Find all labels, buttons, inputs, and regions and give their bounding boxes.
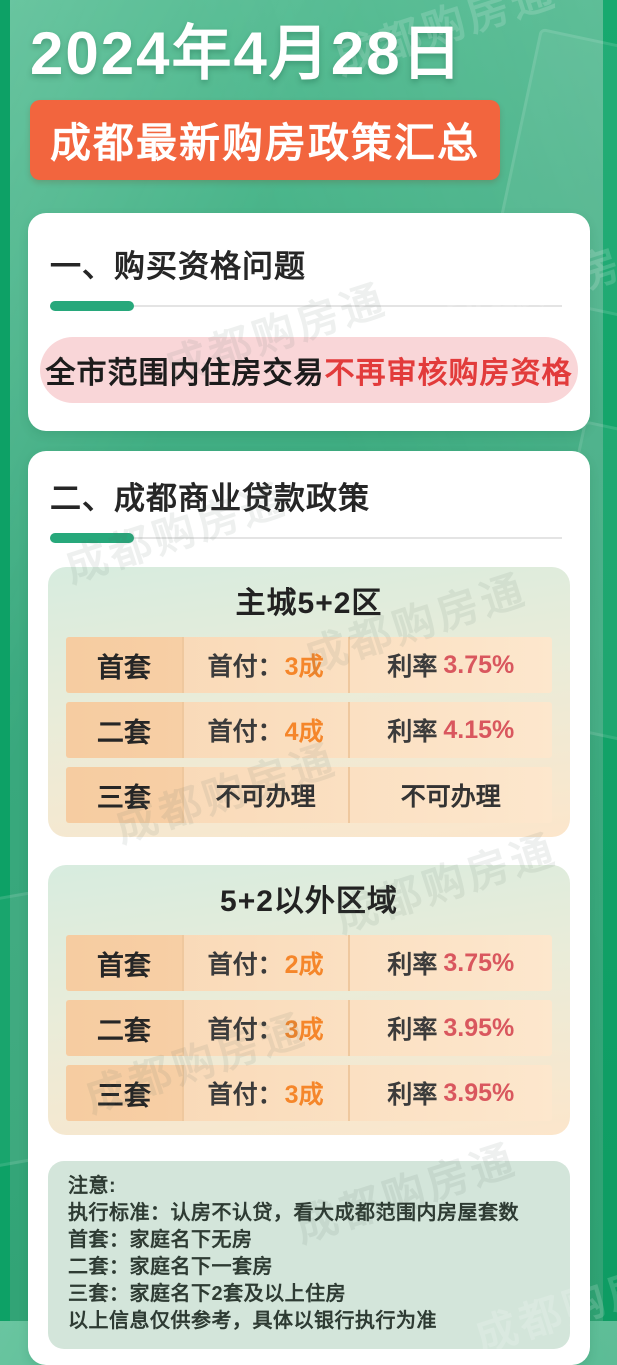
loan-policy-section-card: 二、成都商业贷款政策 主城5+2区 首套 首付： 3成 利率 3.75% 二套 首付… [28, 451, 590, 1365]
rate-value: 4.15% [443, 715, 515, 744]
down-value: 3成 [284, 1016, 324, 1045]
note-line: 执行标准：认房不认贷，看大成都范围内房屋套数 [68, 1202, 519, 1225]
table-row: 首套 首付： 3成 利率 3.75% [66, 637, 552, 694]
note-box: 注意: 执行标准：认房不认贷，看大成都范围内房屋套数 首套：家庭名下无房 二套：… [48, 1161, 570, 1350]
rate-unavailable: 不可办理 [400, 783, 501, 812]
rate-prefix: 利率 [387, 1016, 438, 1045]
rate-cell: 利率 4.15% [347, 702, 552, 759]
down-payment-cell: 首付： 2成 [181, 935, 348, 992]
down-payment-cell: 不可办理 [181, 767, 348, 824]
rate-value: 3.95% [443, 1078, 515, 1107]
rate-cell: 不可办理 [347, 767, 552, 824]
rate-value: 3.75% [443, 948, 515, 977]
note-line: 二套：家庭名下一套房 [68, 1256, 273, 1279]
table-title: 主城5+2区 [235, 587, 383, 621]
row-label: 三套 [66, 767, 182, 824]
table-row: 三套 首付： 3成 利率 3.95% [66, 1065, 552, 1122]
divider-line [50, 537, 562, 540]
down-payment-cell: 首付： 3成 [181, 637, 348, 694]
table-title: 5+2以外区域 [220, 885, 398, 919]
note-line: 三套：家庭名下2套及以上住房 [68, 1283, 347, 1306]
table-row: 首套 首付： 2成 利率 3.75% [66, 935, 552, 992]
divider-accent-bar [50, 301, 134, 312]
divider-accent-bar [50, 533, 134, 544]
table-row: 二套 首付： 3成 利率 3.95% [66, 1000, 552, 1057]
down-value: 4成 [284, 718, 324, 747]
row-label: 二套 [66, 702, 182, 759]
down-prefix: 首付： [207, 653, 283, 682]
highlight-emphasis-text: 不再审核购房资格 [324, 357, 573, 391]
down-payment-cell: 首付： 4成 [181, 702, 348, 759]
policy-badge: 成都最新购房政策汇总 [30, 100, 500, 181]
down-value: 3成 [284, 1081, 324, 1110]
section2-title: 二、成都商业贷款政策 [50, 481, 370, 517]
section1-title: 一、购买资格问题 [50, 249, 306, 285]
header: 2024年4月28日 成都最新购房政策汇总 [0, 0, 617, 181]
divider-line [50, 305, 562, 308]
section-divider [50, 301, 568, 312]
down-payment-cell: 首付： 3成 [181, 1000, 348, 1057]
rate-cell: 利率 3.75% [347, 637, 552, 694]
rate-prefix: 利率 [387, 653, 438, 682]
down-prefix: 首付： [207, 951, 283, 980]
down-value: 3成 [284, 653, 324, 682]
down-value: 2成 [284, 951, 324, 980]
down-unavailable: 不可办理 [215, 783, 316, 812]
section-divider [50, 533, 568, 544]
down-payment-cell: 首付： 3成 [181, 1065, 348, 1122]
rate-prefix: 利率 [387, 951, 438, 980]
date-title: 2024年4月28日 [30, 20, 464, 87]
row-label: 二套 [66, 1000, 182, 1057]
rate-cell: 利率 3.95% [347, 1065, 552, 1122]
note-line: 注意: [68, 1175, 117, 1198]
left-edge-stripe [0, 0, 10, 1321]
right-edge-stripe [603, 0, 617, 1321]
rate-cell: 利率 3.95% [347, 1000, 552, 1057]
table-row: 三套 不可办理 不可办理 [66, 767, 552, 824]
note-line: 以上信息仅供参考，具体以银行执行为准 [68, 1310, 437, 1333]
down-prefix: 首付： [207, 1081, 283, 1110]
loan-table-main-districts: 主城5+2区 首套 首付： 3成 利率 3.75% 二套 首付： 4成 利率 4.15%… [48, 567, 570, 838]
note-line: 首套：家庭名下无房 [68, 1229, 253, 1252]
highlight-normal-text: 全市范围内住房交易 [45, 357, 325, 391]
loan-table-outer-districts: 5+2以外区域 首套 首付： 2成 利率 3.75% 二套 首付： 3成 利率 3.95… [48, 865, 570, 1136]
rate-prefix: 利率 [387, 718, 438, 747]
row-label: 三套 [66, 1065, 182, 1122]
rate-value: 3.95% [443, 1013, 515, 1042]
eligibility-section-card: 一、购买资格问题 全市范围内住房交易 不再审核购房资格 [28, 213, 590, 432]
table-row: 二套 首付： 4成 利率 4.15% [66, 702, 552, 759]
rate-value: 3.75% [443, 650, 515, 679]
down-prefix: 首付： [207, 1016, 283, 1045]
row-label: 首套 [66, 935, 182, 992]
rate-cell: 利率 3.75% [347, 935, 552, 992]
rate-prefix: 利率 [387, 1081, 438, 1110]
eligibility-highlight-pill: 全市范围内住房交易 不再审核购房资格 [40, 337, 578, 404]
down-prefix: 首付： [207, 718, 283, 747]
row-label: 首套 [66, 637, 182, 694]
